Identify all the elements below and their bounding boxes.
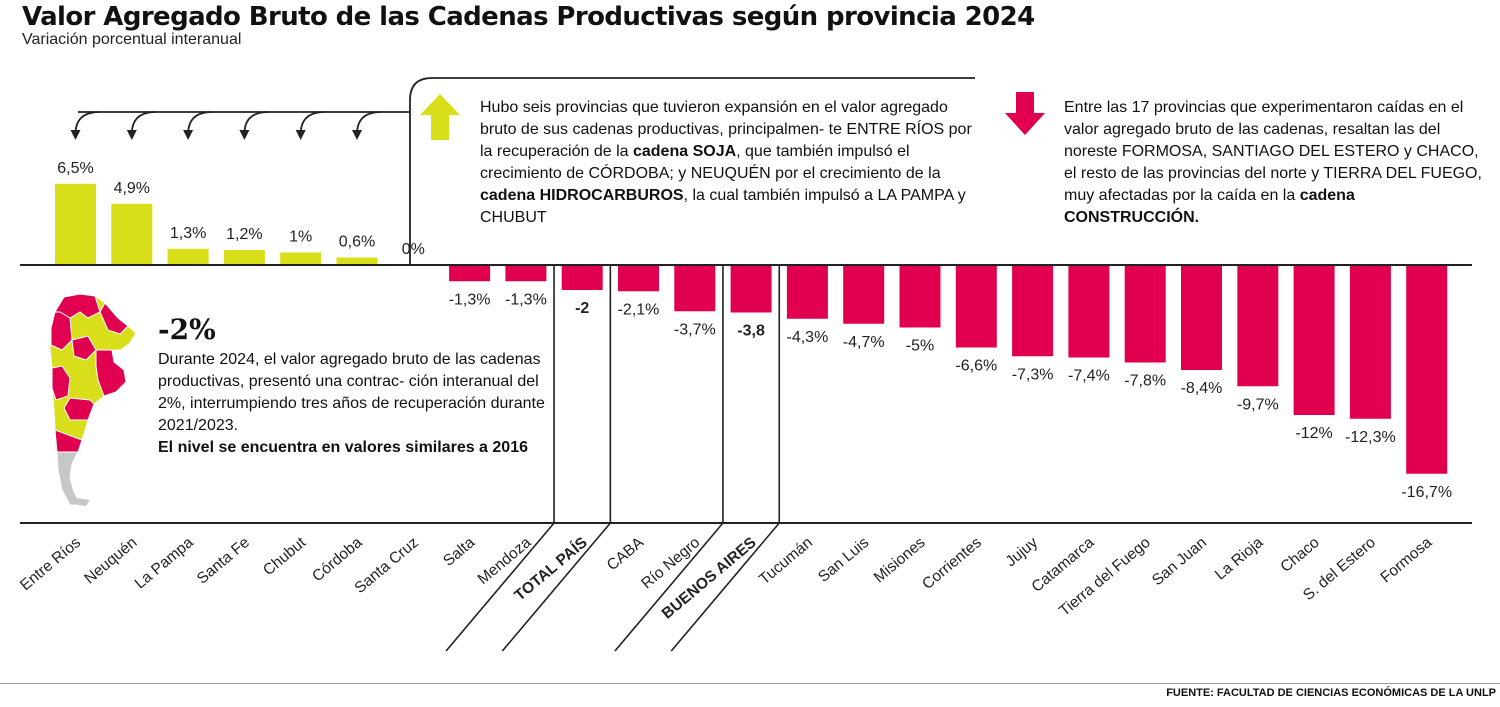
bar-8: [449, 265, 491, 282]
x-tick-label: Santa Fe: [194, 534, 253, 587]
highlight-separator-diagonal: [501, 522, 611, 652]
value-label: -12%: [1295, 425, 1332, 442]
value-label: -4,7%: [843, 334, 885, 351]
value-label: -12,3%: [1345, 429, 1396, 446]
summary-value: -2%: [158, 313, 216, 346]
arrow-head-icon: [183, 130, 194, 140]
contraction-annotation: Entre las 17 provincias que experimentar…: [1064, 99, 1482, 226]
x-tick-label: Jujuy: [1003, 534, 1042, 570]
x-tick-label: La Rioja: [1212, 534, 1267, 584]
value-label: -1,3%: [505, 291, 547, 308]
bar-9: [505, 265, 547, 282]
x-tick-label: San Juan: [1149, 534, 1210, 589]
bar-13: [730, 265, 772, 313]
bar-22: [1237, 265, 1279, 387]
value-label: 0%: [402, 241, 425, 258]
x-tick-label: Chubut: [260, 534, 310, 580]
bar-20: [1124, 265, 1166, 363]
value-label: -3,7%: [674, 321, 716, 338]
bar-10: [561, 265, 603, 290]
bar-5: [280, 252, 322, 265]
value-label: -7,8%: [1124, 373, 1166, 390]
bar-14: [786, 265, 828, 319]
arrow-head-icon: [239, 130, 250, 140]
value-label: -7,4%: [1068, 368, 1110, 385]
bar-24: [1349, 265, 1391, 419]
expansion-bracket: [78, 77, 975, 265]
bar-21: [1181, 265, 1222, 370]
arrow-head-icon: [126, 130, 137, 140]
bar-3: [167, 248, 209, 265]
source-label: FUENTE:: [1166, 687, 1214, 699]
x-tick-label: Chaco: [1277, 534, 1322, 576]
chart-title: Valor Agregado Bruto de las Cadenas Prod…: [22, 2, 1035, 32]
x-tick-label: Corrientes: [919, 534, 985, 593]
x-tick-label: Tucumán: [756, 534, 816, 588]
bar-25: [1406, 265, 1448, 474]
highlight-separator-diagonal: [445, 522, 555, 652]
value-label: 0,6%: [339, 234, 375, 251]
chart-subtitle: Variación porcentual interanual: [22, 31, 242, 48]
bar-2: [111, 203, 153, 265]
value-label: -8,4%: [1181, 380, 1223, 397]
separators-group: [445, 265, 781, 652]
x-tick-label: La Pampa: [132, 534, 197, 593]
bar-11: [618, 265, 659, 292]
arrow-head-icon: [352, 130, 362, 140]
value-label: 1%: [289, 229, 312, 246]
highlight-separator-diagonal: [670, 522, 780, 652]
footer-divider: [0, 683, 1500, 684]
x-tick-label: BUENOS AIRES: [659, 534, 760, 623]
bar-23: [1293, 265, 1335, 415]
bar-12: [674, 265, 716, 312]
x-tick-label: CABA: [604, 534, 648, 575]
bar-4: [223, 250, 265, 265]
x-tick-label: Entre Ríos: [17, 534, 84, 594]
value-label: -5%: [906, 338, 934, 355]
value-label: -6,6%: [955, 358, 997, 375]
bracket-arrows: [70, 111, 382, 140]
source-text: FACULTAD DE CIENCIAS ECONÓMICAS DE LA UN…: [1216, 687, 1496, 699]
value-label: -2: [575, 300, 589, 317]
value-label: -3,8: [737, 323, 765, 340]
highlight-separator-diagonal: [614, 522, 724, 652]
value-label: -16,7%: [1401, 484, 1452, 501]
arrow-head-icon: [70, 130, 81, 140]
value-labels-group: 6,5% 4,9% 1,3% 1,2% 1% 0,6% 0% -1,3% -1,3% -2 -2,1…: [57, 160, 1452, 501]
arrow-up-icon: [420, 94, 460, 140]
bar-16: [899, 265, 941, 328]
value-label: 1,2%: [226, 226, 262, 243]
value-label: -2,1%: [618, 301, 660, 318]
argentina-map-icon: [49, 293, 137, 506]
arrow-down-icon: [1005, 92, 1045, 135]
x-tick-label: Formosa: [1377, 534, 1435, 587]
bar-1: [55, 183, 96, 265]
x-tick-label: San Luis: [815, 534, 872, 586]
value-label: 4,9%: [114, 180, 150, 197]
bar-19: [1068, 265, 1110, 358]
source-note: FUENTE: FACULTAD DE CIENCIAS ECONÓMICAS …: [1166, 687, 1496, 699]
value-label: -9,7%: [1237, 396, 1279, 413]
value-label: -1,3%: [449, 291, 491, 308]
arrow-head-icon: [295, 130, 306, 140]
bar-15: [843, 265, 885, 324]
bar-17: [955, 265, 997, 348]
value-label: -7,3%: [1012, 366, 1054, 383]
bar-6: [336, 257, 378, 265]
summary-text: Durante 2024, el valor agregado bruto de…: [158, 351, 545, 456]
bar-18: [1012, 265, 1054, 357]
x-tick-label: Córdoba: [309, 534, 366, 585]
expansion-annotation: Hubo seis provincias que tuvieron expans…: [480, 99, 972, 226]
value-label: -4,3%: [787, 329, 829, 346]
bars-group: [55, 183, 1448, 474]
x-tick-label: Salta: [440, 534, 478, 570]
value-label: 6,5%: [57, 160, 93, 177]
value-label: 1,3%: [170, 225, 206, 242]
